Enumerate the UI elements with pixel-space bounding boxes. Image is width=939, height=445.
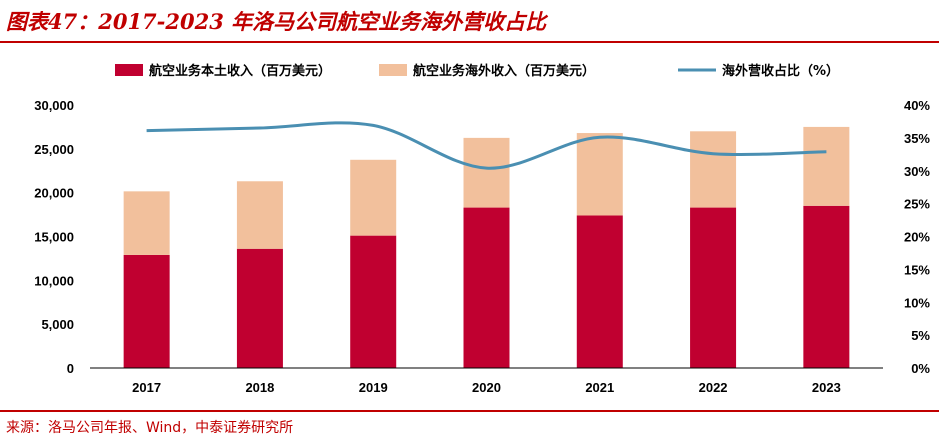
source-note: 来源：洛马公司年报、Wind，中泰证券研究所 bbox=[6, 420, 294, 436]
legend-label-overseas: 航空业务海外收入（百万美元） bbox=[413, 63, 595, 79]
bar-domestic bbox=[690, 207, 737, 368]
ratio-line bbox=[146, 121, 827, 170]
left-tick-label: 15,000 bbox=[34, 230, 74, 245]
bar-overseas bbox=[690, 131, 737, 208]
chart-title: 图表47：2017-2023 年洛马公司航空业务海外营收占比 bbox=[6, 9, 547, 34]
bar-overseas bbox=[350, 159, 397, 236]
bar-overseas bbox=[576, 133, 623, 216]
right-tick-label: 40% bbox=[904, 98, 930, 113]
x-tick-label: 2022 bbox=[699, 380, 728, 395]
bar-overseas bbox=[236, 181, 283, 249]
right-tick-label: 35% bbox=[904, 131, 930, 146]
right-tick-label: 0% bbox=[911, 361, 930, 376]
right-axis: 0% 5% 10% 15% 20% 25% 30% 35% 40% bbox=[904, 98, 930, 376]
x-tick-label: 2018 bbox=[245, 380, 274, 395]
bar-domestic bbox=[350, 235, 397, 368]
x-tick-label: 2021 bbox=[585, 380, 614, 395]
footer-rule bbox=[0, 410, 939, 412]
x-tick-label: 2023 bbox=[812, 380, 841, 395]
legend-swatch-domestic bbox=[115, 64, 143, 76]
right-tick-label: 30% bbox=[904, 164, 930, 179]
right-tick-label: 25% bbox=[904, 197, 930, 212]
bar-overseas bbox=[123, 191, 170, 255]
bar-domestic bbox=[803, 205, 850, 368]
bar-series bbox=[123, 126, 850, 368]
left-tick-label: 10,000 bbox=[34, 273, 74, 288]
x-tick-label: 2019 bbox=[359, 380, 388, 395]
right-tick-label: 5% bbox=[911, 328, 930, 343]
bar-overseas bbox=[463, 137, 510, 208]
bar-domestic bbox=[463, 207, 510, 368]
left-tick-label: 25,000 bbox=[34, 142, 74, 157]
x-axis: 2017 2018 2019 2020 2021 2022 2023 bbox=[132, 380, 841, 395]
bar-domestic bbox=[576, 215, 623, 368]
right-tick-label: 20% bbox=[904, 230, 930, 245]
bar-domestic bbox=[236, 248, 283, 368]
left-axis: 0 5,000 10,000 15,000 20,000 25,000 30,000 bbox=[34, 98, 74, 376]
right-tick-label: 15% bbox=[904, 262, 930, 277]
left-tick-label: 0 bbox=[67, 361, 74, 376]
left-tick-label: 30,000 bbox=[34, 98, 74, 113]
legend-label-ratio: 海外营收占比（%） bbox=[722, 63, 839, 79]
title-rule bbox=[0, 41, 939, 43]
right-tick-label: 10% bbox=[904, 295, 930, 310]
combo-chart: 航空业务本土收入（百万美元） 航空业务海外收入（百万美元） 海外营收占比（%） … bbox=[34, 63, 930, 395]
bar-domestic bbox=[123, 254, 170, 368]
x-tick-label: 2017 bbox=[132, 380, 161, 395]
legend-swatch-overseas bbox=[379, 64, 407, 76]
x-tick-label: 2020 bbox=[472, 380, 501, 395]
bar-overseas bbox=[803, 126, 850, 206]
left-tick-label: 5,000 bbox=[41, 317, 74, 332]
legend-label-domestic: 航空业务本土收入（百万美元） bbox=[149, 63, 331, 79]
legend: 航空业务本土收入（百万美元） 航空业务海外收入（百万美元） 海外营收占比（%） bbox=[115, 63, 839, 79]
left-tick-label: 20,000 bbox=[34, 186, 74, 201]
